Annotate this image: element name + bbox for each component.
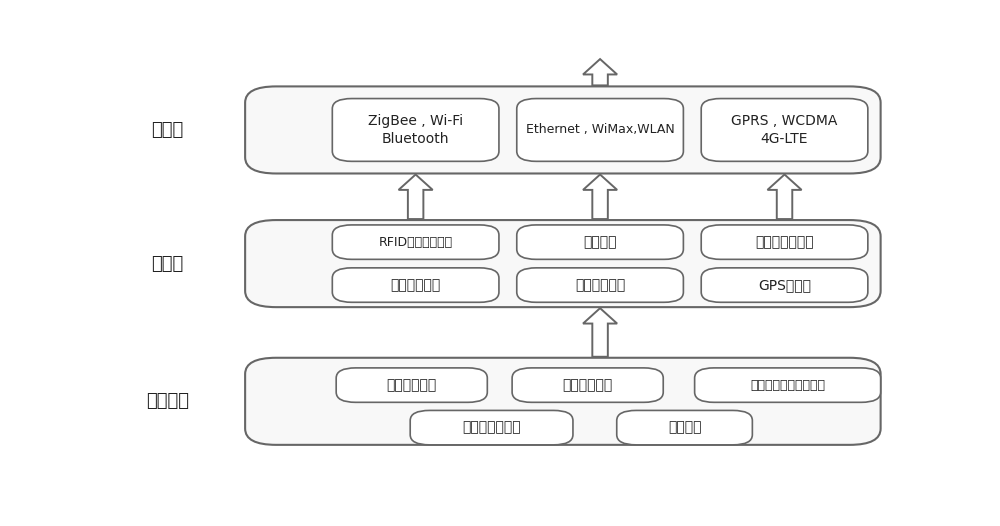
FancyBboxPatch shape (332, 98, 499, 161)
Text: 温湿度传感器: 温湿度传感器 (575, 278, 625, 292)
FancyBboxPatch shape (410, 410, 573, 445)
Text: ZigBee , Wi-Fi
Bluetooth: ZigBee , Wi-Fi Bluetooth (368, 114, 463, 146)
Text: 电磁感应传感器: 电磁感应传感器 (755, 235, 814, 249)
Text: Ethernet , WiMax,WLAN: Ethernet , WiMax,WLAN (526, 124, 674, 136)
FancyBboxPatch shape (245, 86, 881, 174)
FancyBboxPatch shape (517, 225, 683, 259)
Text: 太阳有效辐射: 太阳有效辐射 (563, 378, 613, 392)
Text: 音视频传感器: 音视频传感器 (390, 278, 441, 292)
Polygon shape (583, 175, 617, 219)
FancyBboxPatch shape (695, 368, 881, 402)
FancyBboxPatch shape (617, 410, 752, 445)
FancyBboxPatch shape (701, 225, 868, 259)
Text: 空气二氧化碳含量监测: 空气二氧化碳含量监测 (750, 379, 825, 392)
FancyBboxPatch shape (701, 268, 868, 302)
FancyBboxPatch shape (332, 268, 499, 302)
FancyBboxPatch shape (245, 220, 881, 307)
Polygon shape (583, 59, 617, 85)
FancyBboxPatch shape (517, 268, 683, 302)
Text: 传输层: 传输层 (152, 121, 184, 139)
Text: 饲料含量: 饲料含量 (668, 421, 701, 434)
Polygon shape (767, 175, 802, 219)
FancyBboxPatch shape (517, 98, 683, 161)
FancyBboxPatch shape (701, 98, 868, 161)
Text: 环境数据: 环境数据 (146, 392, 189, 410)
Text: RFID耳标，计步器: RFID耳标，计步器 (379, 236, 453, 249)
Text: 感知层: 感知层 (152, 255, 184, 272)
Polygon shape (583, 308, 617, 357)
Text: 光传感器: 光传感器 (583, 235, 617, 249)
FancyBboxPatch shape (512, 368, 663, 402)
Text: 视频，音频监测: 视频，音频监测 (462, 421, 521, 434)
Text: GPRS , WCDMA
4G-LTE: GPRS , WCDMA 4G-LTE (731, 114, 838, 146)
Text: GPS，红外: GPS，红外 (758, 278, 811, 292)
Polygon shape (399, 175, 433, 219)
FancyBboxPatch shape (332, 225, 499, 259)
FancyBboxPatch shape (245, 358, 881, 445)
FancyBboxPatch shape (336, 368, 487, 402)
Text: 牲畜体征状态: 牲畜体征状态 (387, 378, 437, 392)
